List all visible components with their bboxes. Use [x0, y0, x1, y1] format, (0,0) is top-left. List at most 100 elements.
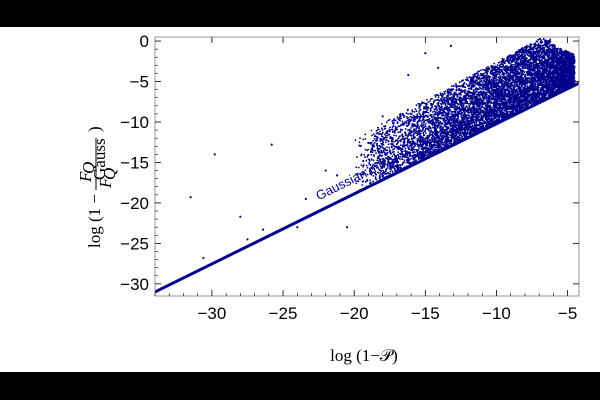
- scatter-point: [375, 166, 378, 169]
- scatter-point: [532, 43, 535, 46]
- scatter-point: [405, 120, 408, 123]
- scatter-point: [451, 104, 453, 107]
- scatter-point: [413, 141, 415, 144]
- scatter-point: [449, 134, 452, 137]
- scatter-point: [410, 113, 413, 115]
- scatter-point: [391, 170, 394, 173]
- scatter-point: [380, 135, 383, 138]
- scatter-point: [372, 149, 375, 152]
- scatter-point: [529, 52, 531, 55]
- scatter-point: [523, 71, 526, 74]
- scatter-point: [410, 116, 413, 119]
- scatter-point: [386, 163, 389, 165]
- scatter-point: [417, 127, 420, 130]
- scatter-point: [442, 132, 445, 135]
- scatter-point: [364, 148, 367, 151]
- scatter-point: [438, 100, 441, 102]
- scatter-point: [404, 154, 406, 157]
- scatter-point: [530, 53, 533, 56]
- scatter-point: [534, 85, 537, 88]
- scatter-point: [398, 164, 401, 167]
- scatter-point: [429, 107, 432, 110]
- scatter-point: [433, 148, 435, 151]
- scatter-point: [498, 64, 501, 67]
- scatter-point: [410, 129, 413, 132]
- scatter-point: [372, 159, 375, 162]
- scatter-point: [493, 100, 496, 102]
- scatter-point: [379, 161, 382, 164]
- scatter-point: [448, 118, 451, 121]
- scatter-point: [389, 163, 391, 166]
- scatter-point: [487, 65, 489, 68]
- scatter-point: [370, 158, 373, 160]
- scatter-point: [388, 118, 391, 121]
- scatter-point: [456, 105, 459, 108]
- scatter-point: [380, 142, 383, 145]
- scatter-point: [410, 137, 413, 140]
- scatter-point: [415, 104, 418, 107]
- scatter-point: [464, 99, 466, 102]
- scatter-point: [362, 138, 365, 141]
- scatter-point: [360, 154, 363, 157]
- scatter-point: [469, 76, 471, 78]
- scatter-point: [366, 149, 369, 152]
- scatter-point: [373, 137, 376, 140]
- scatter-point: [450, 96, 453, 99]
- scatter-point: [397, 155, 400, 158]
- scatter-point: [412, 120, 415, 122]
- scatter-point: [441, 92, 444, 95]
- scatter-point: [399, 140, 402, 143]
- scatter-point: [418, 103, 421, 105]
- scatter-point: [436, 111, 439, 114]
- scatter-point: [401, 120, 404, 123]
- scatter-point: [431, 111, 434, 113]
- scatter-point: [416, 143, 419, 145]
- scatter-point: [372, 133, 375, 136]
- scatter-point: [520, 53, 523, 56]
- scatter-point: [410, 127, 412, 129]
- scatter-point: [456, 96, 459, 98]
- scatter-point: [479, 80, 481, 82]
- scatter-point: [413, 128, 415, 131]
- scatter-point: [416, 113, 419, 115]
- scatter-point: [394, 125, 397, 128]
- dense-point-cloud: [354, 37, 576, 191]
- scatter-point: [516, 70, 519, 73]
- scatter-point: [359, 137, 361, 140]
- scatter-point: [402, 154, 405, 157]
- scatter-point: [404, 121, 407, 123]
- scatter-point: [389, 170, 392, 173]
- scatter-point: [539, 79, 542, 81]
- scatter-point: [390, 168, 392, 171]
- scatter-point: [499, 61, 501, 63]
- scatter-point: [370, 141, 373, 144]
- scatter-point: [407, 113, 409, 115]
- scatter-point: [501, 57, 504, 60]
- scatter-point: [450, 93, 453, 96]
- scatter-point: [365, 159, 368, 162]
- scatter-point: [388, 146, 391, 149]
- scatter-point: [425, 132, 427, 135]
- scatter-point: [378, 128, 380, 131]
- scatter-point: [396, 128, 398, 131]
- scatter-point: [392, 125, 395, 127]
- scatter-point: [457, 135, 460, 138]
- scatter-point: [418, 125, 421, 128]
- scatter-point: [376, 143, 378, 146]
- scatter-point: [431, 113, 433, 116]
- plot-panel: [0, 27, 600, 372]
- scatter-point: [527, 52, 530, 55]
- scatter-point: [428, 136, 430, 138]
- scatter-point: [421, 138, 424, 140]
- scatter-point: [437, 96, 440, 99]
- scatter-point: [507, 104, 510, 106]
- scatter-point: [384, 141, 387, 144]
- scatter-point: [490, 87, 492, 90]
- scatter-point: [445, 96, 447, 99]
- scatter-point: [454, 93, 457, 96]
- scatter-point: [387, 143, 390, 146]
- scatter-point: [502, 86, 504, 88]
- scatter-point: [505, 72, 508, 75]
